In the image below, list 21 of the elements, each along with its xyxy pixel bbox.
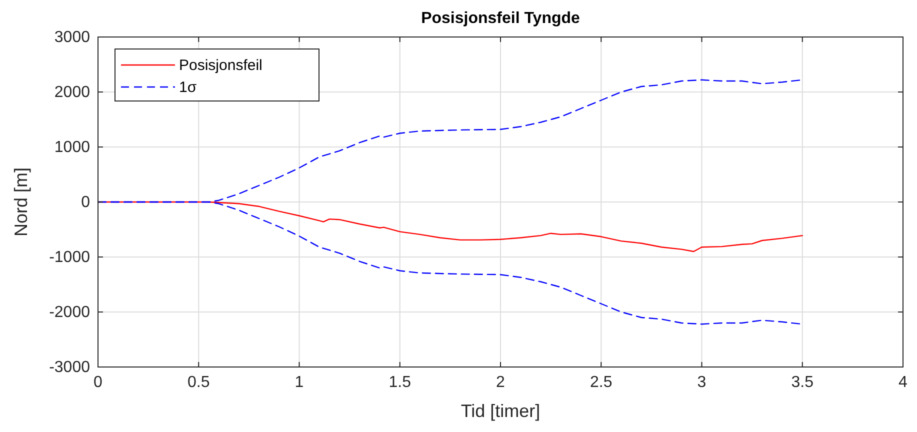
y-tick-label: 1000	[54, 139, 90, 156]
x-tick-label: 0	[94, 374, 103, 391]
legend-label: 1σ	[179, 79, 198, 96]
x-tick-label: 4	[898, 374, 908, 391]
y-tick-label: 0	[81, 194, 90, 211]
x-tick-label: 0.5	[188, 374, 210, 391]
x-tick-label: 2.5	[590, 374, 612, 391]
y-tick-label: 2000	[54, 84, 90, 101]
y-axis-title: Nord [m]	[11, 167, 31, 237]
x-tick-label: 2	[496, 374, 506, 391]
chart-title: Posisjonsfeil Tyngde	[421, 10, 580, 27]
y-tick-label: -2000	[49, 304, 90, 321]
x-tick-label: 3.5	[791, 374, 814, 391]
x-axis-title: Tid [timer]	[460, 401, 540, 421]
x-tick-label: 3	[697, 374, 706, 391]
y-tick-label: -1000	[49, 249, 90, 266]
y-tick-label: -3000	[49, 359, 90, 376]
x-tick-label: 1	[294, 374, 304, 391]
y-tick-label: 3000	[54, 29, 90, 46]
legend-label: Posisjonsfeil	[179, 57, 262, 74]
x-tick-label: 1.5	[388, 374, 412, 391]
